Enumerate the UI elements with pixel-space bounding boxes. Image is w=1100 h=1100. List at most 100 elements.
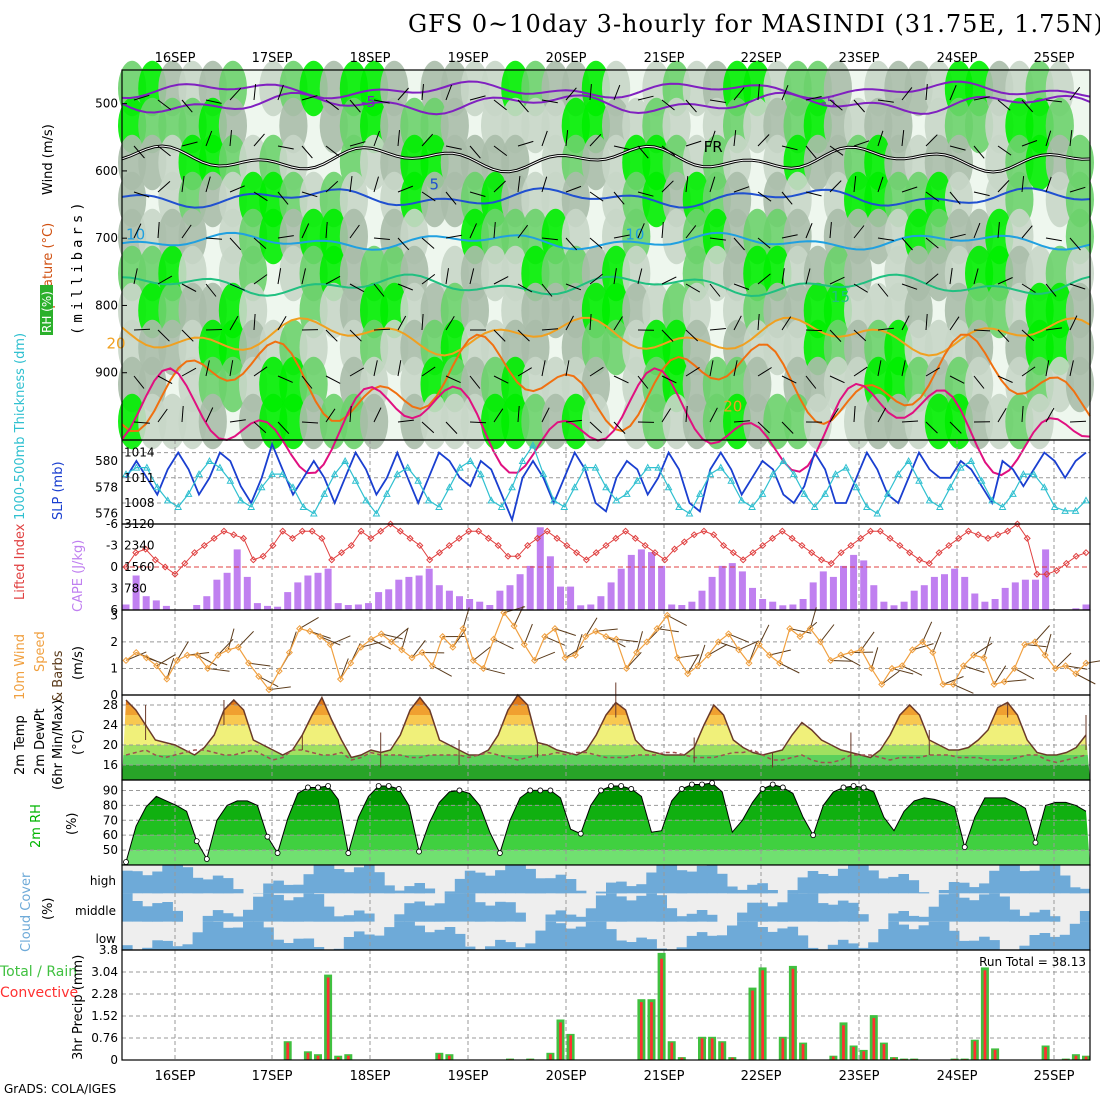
p1-ytick: 700 [95, 231, 118, 245]
contour-label: -5 [821, 93, 836, 111]
rh-cell [460, 393, 489, 450]
wind-barb [277, 268, 282, 285]
cloud-cell [202, 921, 214, 950]
wind-barb-10m [554, 628, 576, 636]
wind-barb [853, 140, 870, 147]
cape-bar [910, 590, 918, 610]
wind-barb [997, 180, 1010, 193]
cloud-cell [313, 947, 325, 950]
cloud-cell [585, 908, 597, 922]
wind-barb-10m [207, 667, 230, 672]
cloud-cell [384, 927, 395, 950]
wind-barb [805, 96, 822, 101]
wind-barb [757, 313, 760, 331]
cloud-cell [737, 912, 748, 922]
cape-bar [1021, 579, 1029, 610]
wind-barb [829, 180, 842, 193]
cloud-cell [737, 921, 748, 950]
rh-cell [420, 393, 449, 450]
cloud-cell [1019, 871, 1030, 894]
wind-speed-point [132, 648, 140, 657]
wind-barb [997, 407, 1007, 423]
cloud-cell [656, 948, 667, 950]
wind-barb [853, 99, 865, 113]
li-point [749, 549, 757, 557]
wind-barb-10m [544, 636, 566, 646]
contour-label: 15 [831, 288, 850, 306]
thickness-point [184, 489, 193, 497]
wind-barb-10m [340, 658, 349, 680]
rh-cell [965, 97, 994, 154]
rh-cell [924, 393, 953, 450]
cape-bar [395, 579, 403, 610]
rh-band [122, 850, 1090, 865]
wind-barb-10m [248, 662, 271, 667]
wind-barb-10m [871, 647, 879, 669]
li-point [768, 534, 777, 542]
p8-tick: 3.8 [99, 943, 118, 957]
cloud-cell [989, 940, 1000, 950]
wind-barb [493, 276, 509, 285]
cloud-cell [495, 901, 506, 922]
wind-barb-10m [809, 607, 817, 629]
cape-bar [456, 596, 463, 610]
cape-bar [779, 605, 787, 610]
wind-barb [685, 176, 689, 193]
wind-barb-10m [166, 657, 175, 680]
thickness-point [831, 470, 840, 478]
wind-barb [925, 421, 938, 434]
wind-barb [949, 421, 962, 434]
wind-barb [661, 408, 672, 423]
thickness-point [393, 470, 402, 478]
cape-bar [264, 605, 271, 610]
rh-band [122, 790, 1090, 806]
cloud-cell [686, 871, 698, 894]
rh-cell [1005, 393, 1034, 450]
contour-label: -5 [361, 93, 376, 111]
rh-band [122, 820, 1090, 836]
wind-speed-point [776, 659, 784, 667]
wind-barb [541, 176, 548, 193]
contour-label: 5 [430, 176, 440, 194]
wind-barb [565, 185, 582, 193]
wind-speed-point [837, 651, 845, 659]
cloud-cell [898, 874, 909, 894]
rh-cell [823, 356, 853, 413]
li-point [651, 549, 659, 557]
wind-speed-point [714, 638, 722, 646]
rh-cell [218, 356, 247, 413]
p5-minmax-label: (6hr Min/Max) [51, 700, 66, 790]
wind-barb-10m [616, 638, 639, 643]
cloud-cell [565, 928, 577, 950]
wind-barb [853, 176, 857, 193]
wind-barb [661, 222, 664, 239]
rh-cell [158, 319, 187, 376]
wind-barb [373, 360, 378, 377]
li-tick: 3 [110, 582, 118, 596]
cloud-cell [757, 902, 768, 922]
wind-barb-10m [472, 646, 491, 661]
li-point [710, 531, 718, 539]
wind-speed-point [980, 654, 988, 662]
rh-cell [339, 393, 368, 450]
wind-barb-10m [319, 636, 341, 646]
p5-dew-label: 2m DewPt [33, 708, 48, 775]
cloud-cell [636, 937, 647, 950]
wind-speed-point [816, 638, 825, 646]
cloud-cell [938, 890, 950, 894]
wind-barb [277, 235, 294, 239]
thickness-point [591, 463, 600, 471]
cloud-cell [948, 893, 960, 922]
cape-bar [324, 568, 332, 610]
wind-barb-10m [932, 631, 942, 653]
wind-barb [277, 84, 284, 101]
wind-barb [373, 130, 380, 147]
wind-barb [733, 87, 745, 101]
wind-barb [925, 367, 940, 377]
wind-barb [205, 237, 223, 240]
wind-speed-point [520, 640, 528, 649]
cloud-cell [626, 886, 637, 894]
wind-barb [349, 405, 352, 423]
wind-barb [205, 329, 223, 331]
wind-barb [421, 237, 435, 249]
